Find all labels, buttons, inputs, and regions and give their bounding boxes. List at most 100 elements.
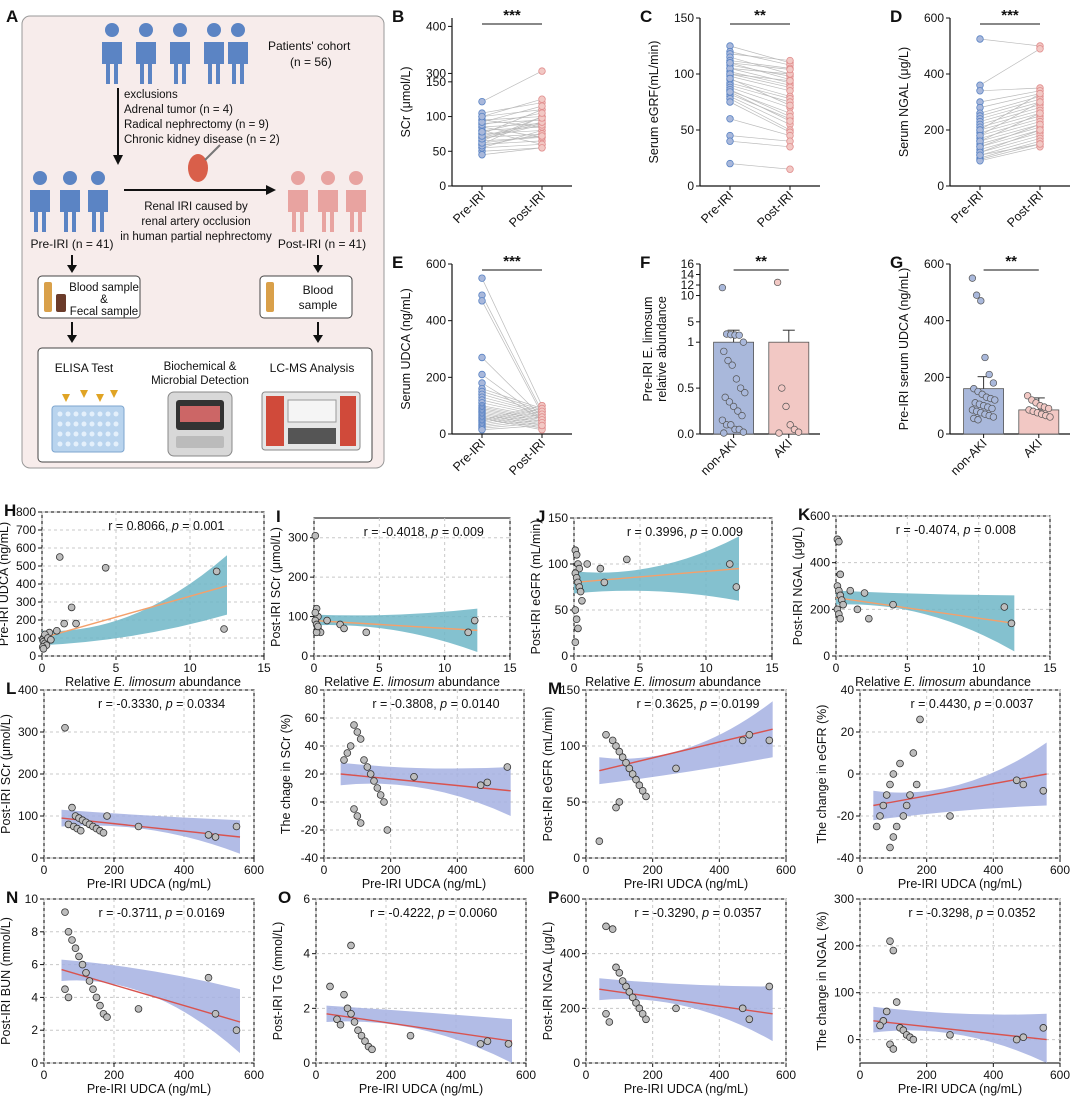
- pre-point: [478, 274, 486, 282]
- post-down-arrowhead-2: [313, 335, 323, 343]
- fecal-tube-icon: [56, 294, 66, 312]
- pair-line: [979, 107, 1041, 125]
- y-tick-label: 100: [834, 986, 854, 1000]
- y-axis-label: SCr (μmol/L): [399, 66, 413, 137]
- data-point: [608, 925, 617, 933]
- data-point: [483, 778, 492, 787]
- data-point: [738, 411, 746, 420]
- panel-letter-e: E: [392, 253, 403, 272]
- bar-aki: [768, 341, 810, 435]
- y-tick-label: 0: [439, 179, 446, 193]
- analyzer-icon: [167, 391, 233, 457]
- x-tick-label: 5: [637, 661, 644, 675]
- pre-point: [478, 128, 486, 136]
- x-axis-label: Pre-IRI UDCA (ng/mL): [624, 877, 748, 891]
- data-point: [350, 721, 358, 729]
- stat-annotation: r = -0.4222, p = 0.0060: [370, 906, 497, 920]
- data-point: [835, 537, 843, 546]
- x-tick-label: 0: [857, 863, 864, 877]
- pair-line: [481, 98, 543, 117]
- data-point: [775, 429, 783, 437]
- data-point: [889, 770, 898, 778]
- method-biochem-1: Microbial Detection: [151, 375, 249, 387]
- data-point: [725, 398, 734, 406]
- x-tick-label: Pre-IRI: [450, 436, 488, 474]
- chart-l2: 0 200 400 600 -40 -20 0 20 40 60 80 r = -0.3808, p …: [279, 683, 534, 891]
- data-point: [876, 1021, 884, 1030]
- exclusion-line-2: Radical nephrectomy (n = 9): [124, 119, 269, 131]
- data-point: [340, 990, 348, 999]
- confidence-band: [314, 608, 478, 653]
- pair-line: [979, 143, 1041, 160]
- pair-line: [481, 416, 543, 426]
- x-tick-label: 0: [311, 661, 318, 675]
- y-tick-label: 0: [31, 1056, 38, 1070]
- data-point: [212, 567, 221, 576]
- data-point: [946, 1031, 954, 1039]
- data-point: [1012, 776, 1021, 785]
- chart-i: 0 5 10 15 0 100 200 300 r = -0.4018, p = 0.009 Po…: [269, 517, 517, 689]
- data-point: [503, 763, 512, 771]
- data-point: [732, 375, 741, 383]
- x-tick-label: 400: [709, 863, 729, 877]
- chart-m1: 0 200 400 600 0 50 100 150 r = 0.3625, p = 0.019…: [541, 683, 796, 891]
- data-point: [628, 993, 637, 1002]
- pair-line: [481, 405, 543, 418]
- panel-letter-o: O: [278, 888, 291, 907]
- y-tick-label: 0: [823, 649, 830, 663]
- data-point: [353, 728, 362, 736]
- y-tick-label: 0: [937, 427, 944, 441]
- panel-letter-l1: L: [6, 679, 16, 698]
- panel-letter-k: K: [798, 505, 811, 524]
- x-tick-label: non-AKI: [948, 436, 990, 478]
- pair-line: [729, 79, 791, 97]
- y-tick-label: 300: [18, 725, 38, 739]
- x-tick-label: 0: [571, 661, 578, 675]
- box-left-line-0: Blood sample: [69, 282, 139, 294]
- pair-line: [729, 82, 791, 99]
- confidence-band: [61, 809, 240, 854]
- y-tick-label: 400: [924, 314, 944, 328]
- pair-line: [979, 93, 1041, 131]
- y-axis-label: Serum UDCA (ng/mL): [399, 288, 413, 410]
- data-point: [836, 570, 845, 579]
- post-point: [1036, 109, 1044, 117]
- post-point: [786, 143, 794, 151]
- pair-line: [481, 119, 543, 128]
- data-point: [974, 416, 982, 424]
- data-point: [47, 635, 55, 644]
- iri-caption-0: Renal IRI caused by: [144, 201, 248, 213]
- x-tick-label: 15: [765, 661, 779, 675]
- chart-p2: 0 200 400 600 0 100 200 300 r = -0.3298, p = 0.0…: [815, 892, 1070, 1096]
- pair-line: [481, 409, 543, 422]
- pair-line: [481, 117, 543, 133]
- y-tick-label: 40: [841, 683, 855, 697]
- data-point: [622, 982, 630, 991]
- data-point: [642, 792, 650, 801]
- y-tick-label: 0: [439, 427, 446, 441]
- y-axis-label: Post-IRI NGAL (μg/L): [541, 922, 555, 1041]
- data-point: [989, 379, 998, 387]
- panel-letter-a: A: [6, 7, 18, 26]
- y-tick-label: 200: [560, 1001, 580, 1015]
- data-point: [889, 1045, 898, 1053]
- data-point: [612, 963, 620, 972]
- data-point: [736, 384, 745, 392]
- data-point: [55, 553, 64, 561]
- pre-point: [478, 112, 486, 121]
- data-point: [39, 644, 48, 653]
- data-point: [362, 628, 371, 637]
- post-point: [538, 132, 546, 140]
- pair-line: [729, 68, 791, 75]
- data-point: [615, 798, 624, 806]
- pair-line: [729, 140, 791, 148]
- x-tick-label: 10: [699, 661, 713, 675]
- data-point: [134, 822, 143, 831]
- pre-point: [726, 88, 734, 96]
- pair-line: [729, 89, 791, 117]
- data-point: [989, 413, 998, 421]
- x-tick-label: 600: [1050, 863, 1070, 877]
- y-tick-label: 400: [924, 67, 944, 81]
- data-point: [583, 560, 591, 568]
